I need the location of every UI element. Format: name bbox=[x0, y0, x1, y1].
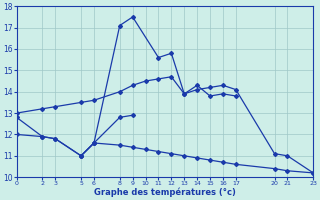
X-axis label: Graphe des températures (°c): Graphe des températures (°c) bbox=[94, 188, 236, 197]
